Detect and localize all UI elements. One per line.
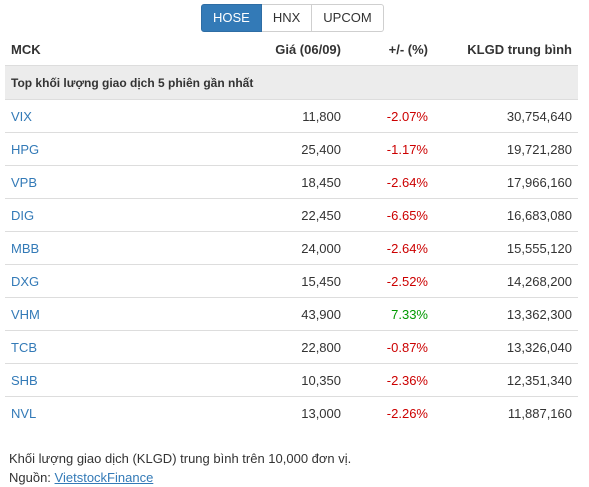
- top-volume-table: MCK Giá (06/09) +/- (%) KLGD trung bình …: [5, 33, 578, 429]
- stock-code-link[interactable]: NVL: [5, 396, 155, 429]
- stock-code-link[interactable]: DIG: [5, 198, 155, 232]
- price-cell: 22,800: [155, 330, 347, 364]
- source-link[interactable]: VietstockFinance: [54, 470, 154, 485]
- change-cell: -2.64%: [347, 231, 434, 265]
- price-cell: 10,350: [155, 363, 347, 397]
- volume-cell: 14,268,200: [434, 264, 578, 298]
- footer-source: Nguồn: VietstockFinance: [9, 468, 351, 487]
- volume-cell: 12,351,340: [434, 363, 578, 397]
- table-row: VPB 18,450 -2.64% 17,966,160: [5, 165, 578, 199]
- price-cell: 11,800: [155, 99, 347, 133]
- footer: Khối lượng giao dịch (KLGD) trung bình t…: [9, 449, 351, 487]
- change-cell: -2.26%: [347, 396, 434, 429]
- stock-code-link[interactable]: DXG: [5, 264, 155, 298]
- table-row: DXG 15,450 -2.52% 14,268,200: [5, 264, 578, 298]
- price-cell: 24,000: [155, 231, 347, 265]
- volume-cell: 17,966,160: [434, 165, 578, 199]
- change-cell: -2.52%: [347, 264, 434, 298]
- stock-code-link[interactable]: VIX: [5, 99, 155, 133]
- change-cell: -1.17%: [347, 132, 434, 166]
- volume-cell: 13,326,040: [434, 330, 578, 364]
- column-header-volume: KLGD trung bình: [467, 41, 572, 57]
- price-cell: 25,400: [155, 132, 347, 166]
- exchange-tabs: HOSE HNX UPCOM: [201, 4, 384, 32]
- stock-code-link[interactable]: SHB: [5, 363, 155, 397]
- table-row: TCB 22,800 -0.87% 13,326,040: [5, 330, 578, 364]
- volume-cell: 30,754,640: [434, 99, 578, 133]
- stock-code-link[interactable]: TCB: [5, 330, 155, 364]
- section-title: Top khối lượng giao dịch 5 phiên gần nhấ…: [5, 65, 578, 100]
- column-header-mck: MCK: [11, 41, 41, 57]
- table-row: VHM 43,900 7.33% 13,362,300: [5, 297, 578, 331]
- change-cell: -0.87%: [347, 330, 434, 364]
- column-header-change: +/- (%): [388, 41, 428, 57]
- source-label: Nguồn:: [9, 470, 55, 485]
- change-cell: -2.07%: [347, 99, 434, 133]
- price-cell: 15,450: [155, 264, 347, 298]
- volume-cell: 13,362,300: [434, 297, 578, 331]
- change-cell: -6.65%: [347, 198, 434, 232]
- tab-upcom[interactable]: UPCOM: [312, 4, 384, 32]
- footer-note: Khối lượng giao dịch (KLGD) trung bình t…: [9, 451, 352, 466]
- table-row: NVL 13,000 -2.26% 11,887,160: [5, 396, 578, 429]
- section-row: Top khối lượng giao dịch 5 phiên gần nhấ…: [5, 65, 578, 100]
- price-cell: 43,900: [155, 297, 347, 331]
- table-row: MBB 24,000 -2.64% 15,555,120: [5, 231, 578, 265]
- tab-hnx[interactable]: HNX: [261, 4, 313, 32]
- change-cell: -2.36%: [347, 363, 434, 397]
- price-cell: 18,450: [155, 165, 347, 199]
- stock-code-link[interactable]: HPG: [5, 132, 155, 166]
- column-header-price: Giá (06/09): [275, 41, 341, 57]
- change-cell: -2.64%: [347, 165, 434, 199]
- price-cell: 13,000: [155, 396, 347, 429]
- stock-code-link[interactable]: VPB: [5, 165, 155, 199]
- table-row: HPG 25,400 -1.17% 19,721,280: [5, 132, 578, 166]
- volume-cell: 15,555,120: [434, 231, 578, 265]
- table-row: DIG 22,450 -6.65% 16,683,080: [5, 198, 578, 232]
- table-row: VIX 11,800 -2.07% 30,754,640: [5, 99, 578, 133]
- table-row: SHB 10,350 -2.36% 12,351,340: [5, 363, 578, 397]
- stock-code-link[interactable]: MBB: [5, 231, 155, 265]
- stock-code-link[interactable]: VHM: [5, 297, 155, 331]
- volume-cell: 11,887,160: [434, 396, 578, 429]
- change-cell: 7.33%: [347, 297, 434, 331]
- table-header-row: MCK Giá (06/09) +/- (%) KLGD trung bình: [5, 33, 578, 66]
- price-cell: 22,450: [155, 198, 347, 232]
- volume-cell: 19,721,280: [434, 132, 578, 166]
- tab-hose[interactable]: HOSE: [201, 4, 262, 32]
- volume-cell: 16,683,080: [434, 198, 578, 232]
